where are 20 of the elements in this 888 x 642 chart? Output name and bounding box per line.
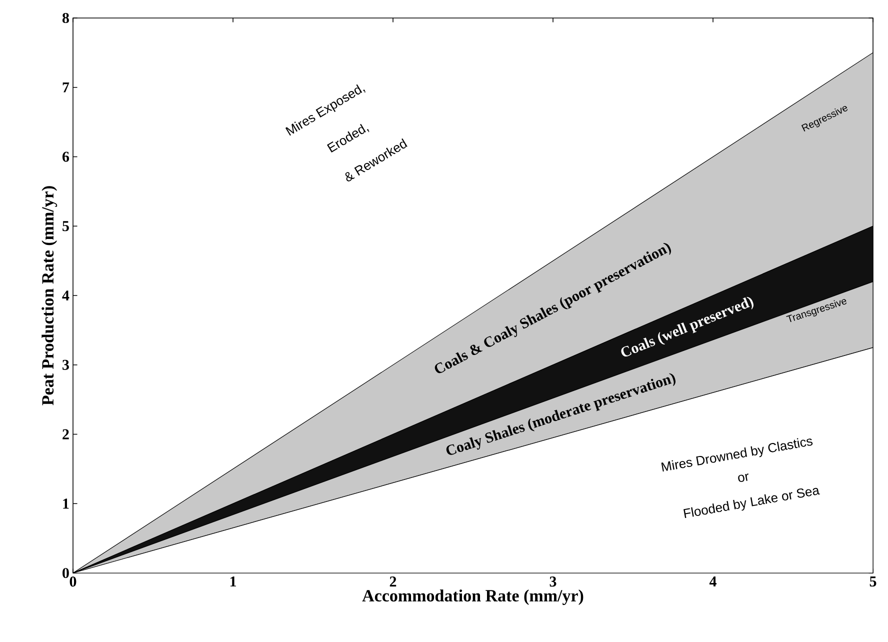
y-tick-label: 3 xyxy=(62,360,69,370)
annotation: or xyxy=(738,474,748,482)
x-tick-label: 4 xyxy=(709,576,716,586)
y-tick-label: 5 xyxy=(62,221,69,232)
annotation: Flooded by Lake or Sea xyxy=(684,488,820,518)
y-tick-label: 1 xyxy=(63,498,69,509)
x-tick-label: 5 xyxy=(870,576,876,586)
x-axis-title: Accommodation Rate (mm/yr) xyxy=(362,590,584,605)
y-axis-title: Peat Production Rate (mm/yr) xyxy=(42,186,58,406)
y-tick-label: 7 xyxy=(62,82,70,92)
x-tick-label: 0 xyxy=(70,576,76,587)
x-tick-label: 3 xyxy=(550,576,556,587)
y-tick-label: 6 xyxy=(62,152,70,162)
y-tick-label: 4 xyxy=(62,290,70,300)
x-tick-label: 2 xyxy=(390,576,396,586)
x-tick-label: 1 xyxy=(230,576,236,586)
y-tick-label: 0 xyxy=(62,568,69,578)
annotation: Mires Drowned by Clastics xyxy=(661,438,813,472)
y-tick-label: 2 xyxy=(62,429,69,440)
y-tick-label: 8 xyxy=(62,12,69,24)
